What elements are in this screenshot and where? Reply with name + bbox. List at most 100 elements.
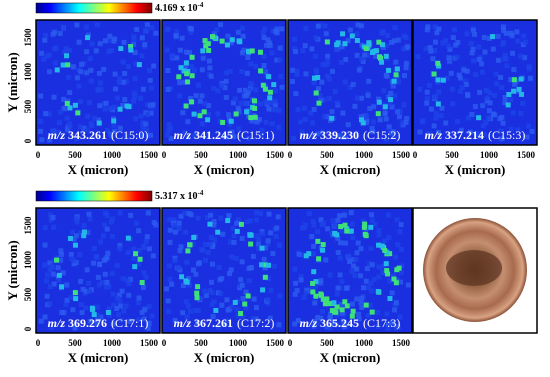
heatmap-cell	[115, 95, 121, 101]
panel-frame	[287, 19, 413, 146]
heatmap-cell	[67, 124, 73, 130]
heatmap-cell	[194, 290, 200, 296]
heatmap-cell	[139, 310, 145, 316]
heatmap-cell	[126, 292, 132, 298]
heatmap-cell	[364, 266, 370, 272]
heatmap-cell	[274, 57, 280, 63]
heatmap-cell	[229, 254, 235, 260]
heatmap-cell	[337, 272, 343, 278]
heatmap-cell	[205, 41, 211, 47]
heatmap-cell	[111, 302, 117, 308]
heatmap-cell	[404, 116, 410, 122]
heatmap-panel	[161, 207, 287, 334]
heatmap-cell	[270, 106, 276, 112]
heatmap-cell	[403, 65, 409, 71]
heatmap-cell	[107, 33, 113, 39]
heatmap-cell	[456, 72, 462, 78]
heatmap-cell	[335, 40, 341, 46]
heatmap-cell	[428, 48, 434, 54]
heatmap-cell	[97, 103, 103, 109]
heatmap-cell	[424, 96, 430, 102]
heatmap-cell	[303, 25, 309, 31]
heatmap-cell	[382, 104, 388, 110]
heatmap-cell	[327, 325, 333, 331]
heatmap-cell	[337, 255, 343, 261]
heatmap-cell	[358, 246, 364, 252]
mz-prefix: m/z	[48, 316, 66, 330]
heatmap-cell	[515, 127, 521, 133]
heatmap-cell	[324, 61, 330, 67]
heatmap-cell	[315, 314, 321, 320]
heatmap-cell	[506, 91, 512, 97]
heatmap-cell	[109, 271, 115, 277]
heatmap-cell	[259, 262, 265, 268]
heatmap-cell	[41, 56, 47, 62]
heatmap-cell	[229, 129, 235, 135]
heatmap-cell	[382, 247, 388, 253]
heatmap-cell	[431, 123, 437, 129]
y-tick-label: 1000	[23, 63, 33, 82]
heatmap-cell	[43, 111, 49, 117]
heatmap-cell	[230, 100, 236, 106]
x-axis-label: X (micron)	[320, 350, 381, 365]
heatmap-cell	[81, 125, 87, 131]
heatmap-cell	[110, 233, 116, 239]
heatmap-cell	[370, 119, 376, 125]
heatmap-cell	[71, 258, 77, 264]
colorbar-exponent: -4	[198, 189, 204, 197]
heatmap-cell	[263, 99, 269, 105]
heatmap-cell	[379, 59, 385, 65]
heatmap-cell	[436, 129, 442, 135]
heatmap-cell	[101, 222, 107, 228]
heatmap-cell	[318, 98, 324, 104]
heatmap-cell	[500, 24, 506, 30]
heatmap-panel	[412, 19, 538, 146]
heatmap-cell	[237, 87, 243, 93]
heatmap-cell	[192, 67, 198, 73]
heatmap-cell	[355, 22, 361, 28]
heatmap-cell	[171, 217, 177, 223]
heatmap-cell	[88, 67, 94, 73]
heatmap-cell	[55, 129, 61, 135]
heatmap-cell	[247, 218, 253, 224]
heatmap-cell	[369, 217, 375, 223]
heatmap-cell	[423, 46, 429, 52]
heatmap-cell	[42, 314, 48, 320]
heatmap-cell	[277, 45, 283, 51]
heatmap-cell	[336, 133, 342, 139]
heatmap-cell	[105, 250, 111, 256]
heatmap-cell	[403, 119, 409, 125]
heatmap-cell	[384, 268, 390, 274]
heatmap-cell	[380, 44, 386, 50]
heatmap-cell	[240, 314, 246, 320]
heatmap-cell	[325, 73, 331, 79]
heatmap-cell	[278, 73, 284, 79]
heatmap-cell	[350, 81, 356, 87]
mz-prefix: m/z	[174, 316, 192, 330]
heatmap-cell	[510, 110, 516, 116]
heatmap-cell	[179, 35, 185, 41]
heatmap-cell	[74, 75, 80, 81]
heatmap-cell	[465, 115, 471, 121]
heatmap-cell	[358, 23, 364, 29]
heatmap-cell	[320, 296, 326, 302]
heatmap-cell	[165, 298, 171, 304]
heatmap-cell	[279, 84, 285, 90]
heatmap-cell	[353, 257, 359, 263]
heatmap-cell	[64, 101, 70, 107]
heatmap-cell	[134, 220, 140, 226]
heatmap-cell	[223, 134, 229, 140]
heatmap-cell	[262, 245, 268, 251]
heatmap-cell	[92, 115, 98, 121]
heatmap-cell	[319, 308, 325, 314]
heatmap-cell	[339, 228, 345, 234]
heatmap-cell	[392, 93, 398, 99]
heatmap-cell	[267, 43, 273, 49]
heatmap-cell	[70, 229, 76, 235]
heatmap-cell	[315, 86, 321, 92]
heatmap-cell	[231, 134, 237, 140]
heatmap-cell	[469, 50, 475, 56]
heatmap-cell	[515, 38, 521, 44]
heatmap-cell	[207, 241, 213, 247]
heatmap-cell	[450, 86, 456, 92]
